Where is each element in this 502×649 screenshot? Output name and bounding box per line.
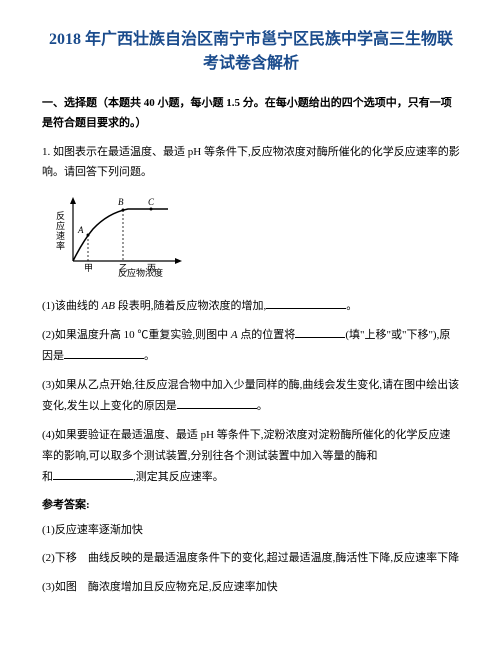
period: 。: [346, 300, 357, 312]
graph-container: 反 应 速 率 反应物浓度 A B C 甲 乙 丙: [48, 191, 460, 286]
blank-field: [266, 308, 346, 309]
period: 。: [144, 350, 155, 362]
blank-field: [177, 408, 257, 409]
q1-1-ab: AB: [102, 300, 115, 312]
y-axis-label: 应: [56, 220, 65, 231]
q1-2-a: A: [231, 329, 238, 341]
question-1-2: (2)如果温度升高 10 ℃重复实验,则图中 A 点的位置将(填"上移"或"下移…: [42, 325, 460, 367]
exam-title: 2018 年广西壮族自治区南宁市邕宁区民族中学高三生物联考试卷含解析: [42, 28, 460, 76]
y-axis-label: 反: [56, 211, 65, 221]
question-1-4: (4)如果要验证在最适温度、最适 pH 等条件下,淀粉浓度对淀粉酶所催化的化学反…: [42, 425, 460, 488]
x-mark-yi: 乙: [119, 263, 128, 273]
answer-3: (3)如图 酶浓度增加且反应物充足,反应速率加快: [42, 577, 460, 598]
point-b-label: B: [118, 197, 124, 207]
q1-2-mid: 点的位置将: [238, 329, 296, 341]
answer-2: (2)下移 曲线反映的是最适温度条件下的变化,超过最适温度,酶活性下降,反应速率…: [42, 548, 460, 569]
q1-2-prefix: (2)如果温度升高 10 ℃重复实验,则图中: [42, 329, 231, 341]
blank-field: [64, 358, 144, 359]
x-mark-jia: 甲: [84, 263, 93, 273]
q1-4-line1: (4)如果要验证在最适温度、最适 pH 等条件下,淀粉浓度对淀粉酶所催化的化学反…: [42, 429, 451, 462]
q1-4-line2: ,测定其反应速率。: [133, 471, 224, 483]
section-header: 一、选择题（本题共 40 小题，每小题 1.5 分。在每小题给出的四个选项中，只…: [42, 94, 460, 134]
question-1-3: (3)如果从乙点开始,往反应混合物中加入少量同样的酶,曲线会发生变化,请在图中绘…: [42, 375, 460, 417]
blank-field: [295, 337, 345, 338]
x-mark-bing: 丙: [147, 263, 156, 273]
reaction-rate-graph: 反 应 速 率 反应物浓度 A B C 甲 乙 丙: [48, 191, 188, 281]
q1-1-prefix: (1)该曲线的: [42, 300, 102, 312]
point-a-label: A: [77, 225, 84, 235]
y-axis-label: 率: [56, 240, 65, 251]
point-c-label: C: [148, 197, 155, 207]
blank-field: [53, 479, 133, 480]
answer-1: (1)反应速率逐渐加快: [42, 520, 460, 541]
period: 。: [257, 400, 268, 412]
q1-1-mid: 段表明,随着反应物浓度的增加,: [115, 300, 266, 312]
question-1-intro: 1. 如图表示在最适温度、最适 pH 等条件下,反应物浓度对酶所催化的化学反应速…: [42, 142, 460, 184]
question-1-1: (1)该曲线的 AB 段表明,随着反应物浓度的增加, 。: [42, 296, 460, 317]
answer-header: 参考答案:: [42, 496, 460, 512]
y-axis-label: 速: [56, 231, 65, 241]
